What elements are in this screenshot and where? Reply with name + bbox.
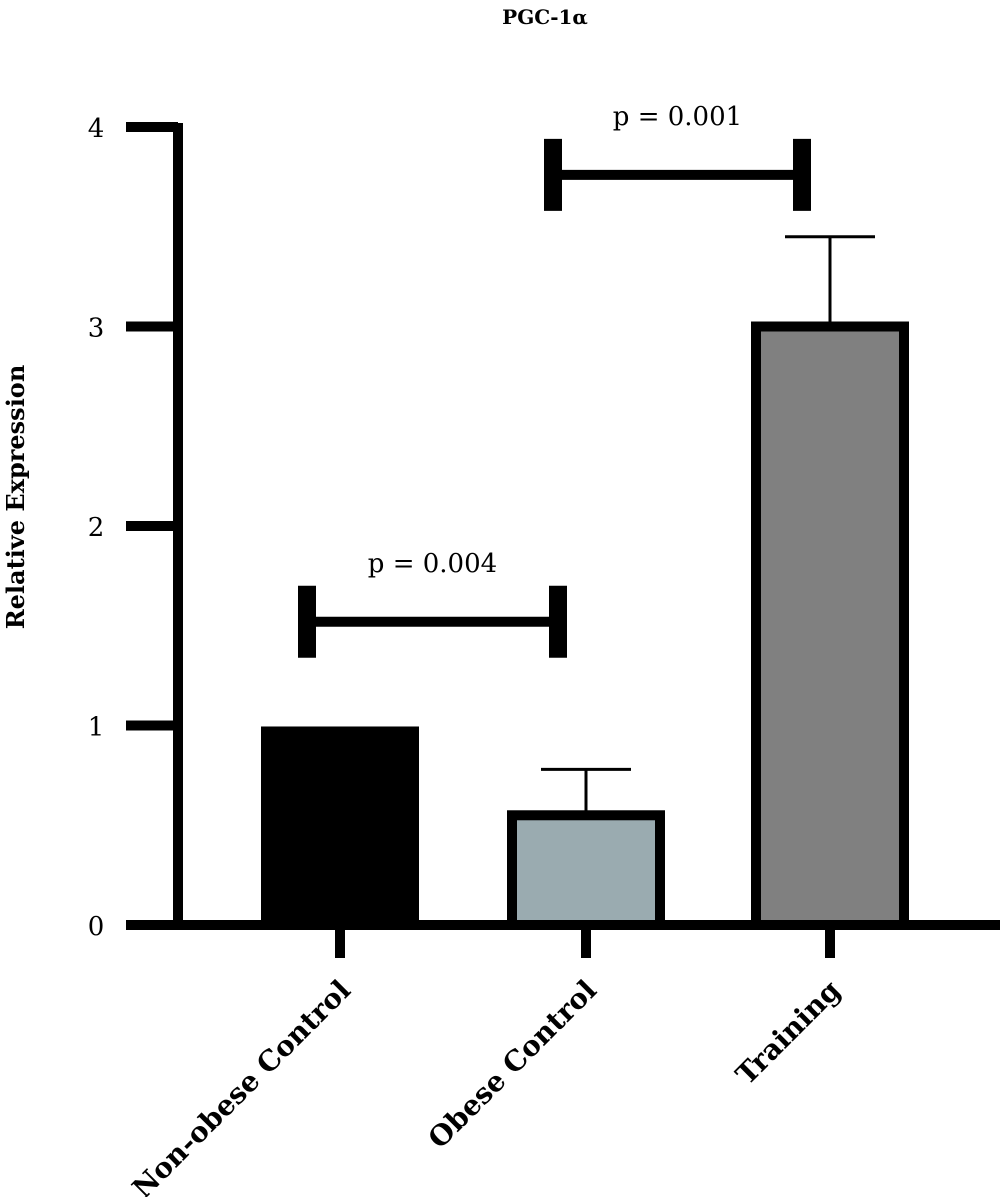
y-tick-label: 2 [88,513,105,543]
bars [261,235,909,931]
bar [751,321,909,930]
x-tick-label: Training [729,974,847,1092]
x-tick-label: Obese Control [422,974,603,1155]
x-tick-label: Non-obese Control [126,974,357,1197]
significance-brackets: p = 0.004 p = 0.001 [298,102,811,658]
chart-title: PGC-1α [502,5,588,29]
bar [261,726,419,930]
y-tick-label: 1 [88,713,105,743]
bar [507,810,665,931]
y-tick-label: 4 [88,114,105,144]
labels: 0 1 2 3 4 Non-obese Control Obese Control Train… [88,114,847,1197]
p-value-label: p = 0.004 [368,549,497,579]
y-tick-label: 3 [88,314,105,344]
y-axis-label: Relative Expression [1,365,30,630]
p-value-label: p = 0.001 [613,102,742,132]
y-tick-label: 0 [88,912,105,942]
